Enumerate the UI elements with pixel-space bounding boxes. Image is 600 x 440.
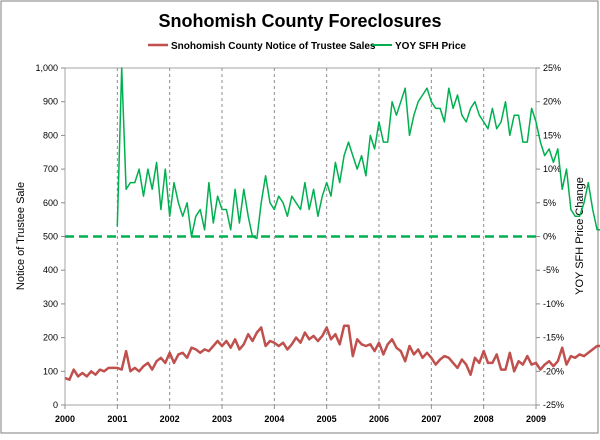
chart-title: Snohomish County Foreclosures — [158, 11, 441, 31]
x-tick-label: 2004 — [264, 414, 284, 424]
x-tick-label: 2000 — [55, 414, 75, 424]
x-tick-label: 2001 — [107, 414, 127, 424]
y-right-tick-label: -15% — [543, 333, 564, 343]
y-right-tick-label: 0% — [543, 232, 556, 242]
series-trustee-line — [64, 324, 600, 381]
y-right-tick-label: 5% — [543, 198, 556, 208]
y-right-tick-label: 25% — [543, 63, 561, 73]
y-right-tick-label: 10% — [543, 164, 561, 174]
x-tick-label: 2003 — [212, 414, 232, 424]
y-left-tick-label: 600 — [43, 198, 58, 208]
y-left-tick-label: 900 — [43, 97, 58, 107]
y-right-tick-label: -10% — [543, 299, 564, 309]
x-tick-label: 2009 — [526, 414, 546, 424]
y-left-tick-label: 500 — [43, 232, 58, 242]
y-left-tick-label: 400 — [43, 265, 58, 275]
y-right-tick-label: -5% — [543, 265, 559, 275]
y-axis-right-title: YOY SFH Price Change — [574, 177, 586, 295]
legend: Snohomish County Notice of Trustee Sales… — [148, 41, 466, 52]
y-right-tick-label: -25% — [543, 400, 564, 410]
y-right-tick-label: -20% — [543, 366, 564, 376]
y-left-tick-label: 300 — [43, 299, 58, 309]
y-axis-left-title: Notice of Trustee Sale — [15, 182, 27, 290]
x-tick-label: 2007 — [421, 414, 441, 424]
x-tick-label: 2002 — [160, 414, 180, 424]
y-left-tick-label: 1,000 — [35, 63, 58, 73]
y-left-tick-label: 200 — [43, 333, 58, 343]
x-tick-label: 2006 — [369, 414, 389, 424]
y-left-tick-label: 800 — [43, 130, 58, 140]
y-left-tick-label: 0 — [53, 400, 58, 410]
x-tick-label: 2008 — [474, 414, 494, 424]
legend-label-price: YOY SFH Price — [395, 41, 466, 52]
series-price-line — [116, 67, 600, 240]
y-left-tick-label: 700 — [43, 164, 58, 174]
y-right-tick-label: 20% — [543, 97, 561, 107]
plot-area: 2000 2001 2002 2003 2004 2005 2006 2007 2008 2009… — [35, 63, 600, 424]
y-left-tick-label: 100 — [43, 366, 58, 376]
legend-label-trustee: Snohomish County Notice of Trustee Sales — [171, 41, 376, 52]
y-right-tick-label: 15% — [543, 130, 561, 140]
x-tick-label: 2005 — [317, 414, 337, 424]
